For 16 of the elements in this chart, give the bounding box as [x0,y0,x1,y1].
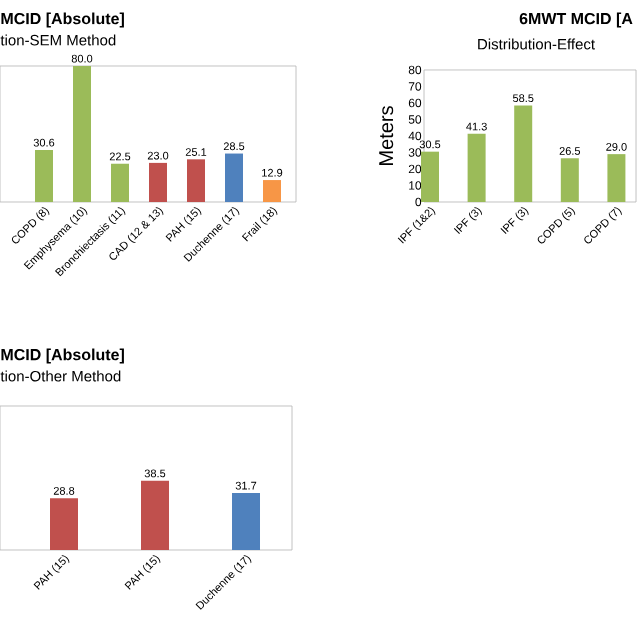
bar [35,149,53,202]
bar [607,154,626,202]
bar [187,159,206,202]
y-axis-title: Meters [379,106,394,165]
bar [73,66,92,202]
chart-title: MCID [Absolute] [1,348,124,364]
chart-title: MCID [Absolute] [1,12,124,28]
bar [225,153,244,202]
bar [111,163,130,202]
bar [421,151,440,202]
bar [467,133,486,202]
chart-title: 6MWT MCID [A [519,12,633,28]
bar [514,105,533,202]
bar [149,162,168,202]
bar [560,158,579,202]
bar [263,180,282,202]
